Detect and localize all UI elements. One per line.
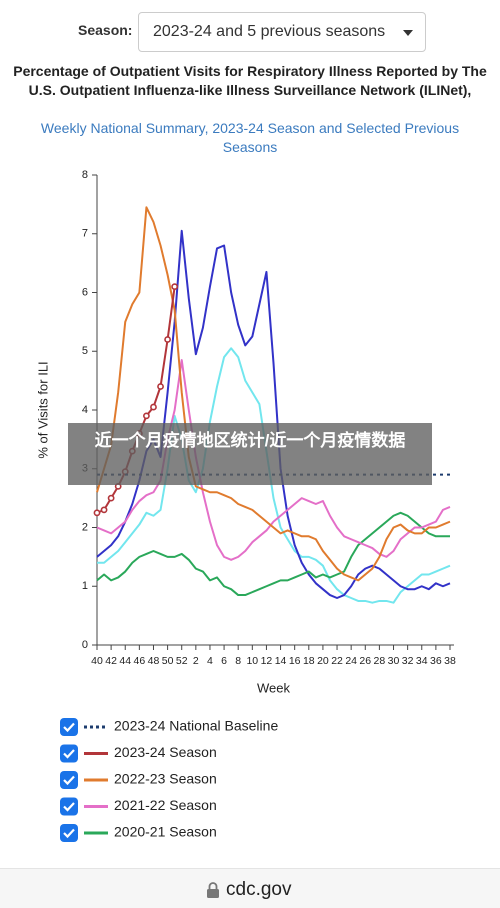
y-tick-label: 7 bbox=[82, 228, 88, 240]
x-tick-label: 18 bbox=[303, 655, 315, 667]
x-tick-label: 2 bbox=[193, 655, 199, 667]
legend-checkbox[interactable] bbox=[60, 718, 78, 736]
series-marker bbox=[150, 403, 157, 411]
x-tick-label: 26 bbox=[359, 655, 371, 667]
footer-url: cdc.gov bbox=[226, 879, 292, 900]
series-marker bbox=[107, 494, 115, 502]
dropdown-caret[interactable] bbox=[403, 30, 413, 36]
dropdown-value[interactable]: 2023-24 and 5 previous seasons bbox=[153, 23, 386, 40]
series-line bbox=[96, 511, 450, 597]
legend-item[interactable]: 2023-24 Season bbox=[60, 744, 217, 763]
legend-checkbox[interactable] bbox=[60, 797, 78, 816]
x-tick-label: 46 bbox=[134, 655, 146, 667]
y-tick-label: 1 bbox=[82, 580, 88, 592]
legend-check[interactable] bbox=[63, 775, 75, 786]
legend-label[interactable]: 2022-23 Season bbox=[114, 771, 217, 787]
y-tick-label: 5 bbox=[82, 345, 88, 357]
series-marker bbox=[157, 383, 164, 390]
legend-label[interactable]: 2023-24 Season bbox=[114, 744, 217, 760]
x-tick-label: 6 bbox=[221, 655, 227, 667]
x-tick-label: 34 bbox=[416, 655, 428, 667]
x-tick-label: 48 bbox=[148, 655, 160, 667]
x-tick-label: 42 bbox=[105, 655, 117, 667]
series-line bbox=[96, 206, 451, 582]
x-tick-label: 30 bbox=[388, 655, 400, 667]
legend-check[interactable] bbox=[63, 722, 75, 733]
y-tick-label: 4 bbox=[82, 404, 88, 416]
x-tick-label: 8 bbox=[235, 655, 241, 667]
series-marker bbox=[100, 506, 108, 514]
y-tick-label: 2 bbox=[82, 521, 88, 533]
legend-checkbox[interactable] bbox=[60, 771, 78, 789]
series-line bbox=[96, 229, 451, 599]
legend-label[interactable]: 2021-22 Season bbox=[114, 797, 217, 813]
chart-subtitle: Weekly National Summary, 2023-24 Season … bbox=[40, 120, 460, 155]
legend-label[interactable]: 2020-21 Season bbox=[114, 824, 217, 840]
x-tick-label: 10 bbox=[246, 655, 258, 667]
x-tick-label: 12 bbox=[261, 655, 273, 667]
x-tick-label: 38 bbox=[444, 655, 456, 667]
legend-item[interactable]: 2022-23 Season bbox=[60, 771, 217, 789]
browser-footer bbox=[0, 868, 500, 908]
season-dropdown[interactable]: 2023-24 and 5 previous seasons bbox=[138, 12, 426, 52]
x-tick-label: 4 bbox=[207, 655, 213, 667]
y-tick-label: 6 bbox=[82, 286, 88, 298]
x-tick-label: 24 bbox=[345, 655, 357, 667]
legend-item[interactable]: 2023-24 National Baseline bbox=[60, 718, 278, 736]
legend-checkbox[interactable] bbox=[60, 824, 78, 842]
x-tick-label: 32 bbox=[402, 655, 414, 667]
chart-title: Percentage of Outpatient Visits for Resp… bbox=[13, 63, 487, 98]
series-marker bbox=[164, 336, 171, 343]
x-tick-label: 50 bbox=[162, 655, 174, 667]
x-tick-label: 40 bbox=[91, 655, 103, 667]
legend-check[interactable] bbox=[63, 828, 75, 839]
y-tick-label: 0 bbox=[82, 639, 88, 651]
watermark: 近一个月疫情地区统计/近一个月疫情数据 bbox=[68, 423, 432, 485]
y-axis-label: % of Visits for ILI bbox=[35, 361, 50, 458]
x-tick-label: 36 bbox=[430, 655, 442, 667]
x-tick-label: 22 bbox=[331, 655, 343, 667]
series-marker bbox=[93, 509, 101, 517]
series-marker bbox=[171, 283, 179, 291]
series-line bbox=[97, 347, 451, 604]
legend-check[interactable] bbox=[63, 802, 75, 812]
x-tick-label: 44 bbox=[119, 655, 131, 667]
x-tick-label: 20 bbox=[317, 655, 329, 667]
series-line bbox=[96, 359, 451, 561]
legend-item[interactable]: 2020-21 Season bbox=[60, 824, 217, 842]
legend-item[interactable]: 2021-22 Season bbox=[60, 797, 217, 816]
legend-checkbox[interactable] bbox=[60, 744, 78, 763]
legend-label[interactable]: 2023-24 National Baseline bbox=[114, 718, 278, 734]
y-tick-label: 8 bbox=[82, 169, 88, 181]
legend-check[interactable] bbox=[63, 749, 75, 759]
x-tick-label: 16 bbox=[289, 655, 301, 667]
x-tick-label: 52 bbox=[176, 655, 188, 667]
selector-label: Season: bbox=[78, 22, 133, 38]
x-tick-label: 28 bbox=[374, 655, 386, 667]
lock-icon bbox=[207, 882, 219, 898]
x-axis-label: Week bbox=[257, 680, 290, 695]
x-tick-label: 14 bbox=[275, 655, 287, 667]
series-marker bbox=[143, 412, 150, 420]
